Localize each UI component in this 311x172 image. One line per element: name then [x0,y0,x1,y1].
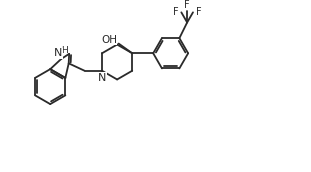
Text: F: F [196,7,202,17]
Text: H: H [61,46,67,55]
Text: OH: OH [101,35,117,45]
Text: N: N [98,73,106,83]
Text: F: F [184,0,190,10]
Text: F: F [173,7,178,17]
Text: N: N [54,48,63,58]
